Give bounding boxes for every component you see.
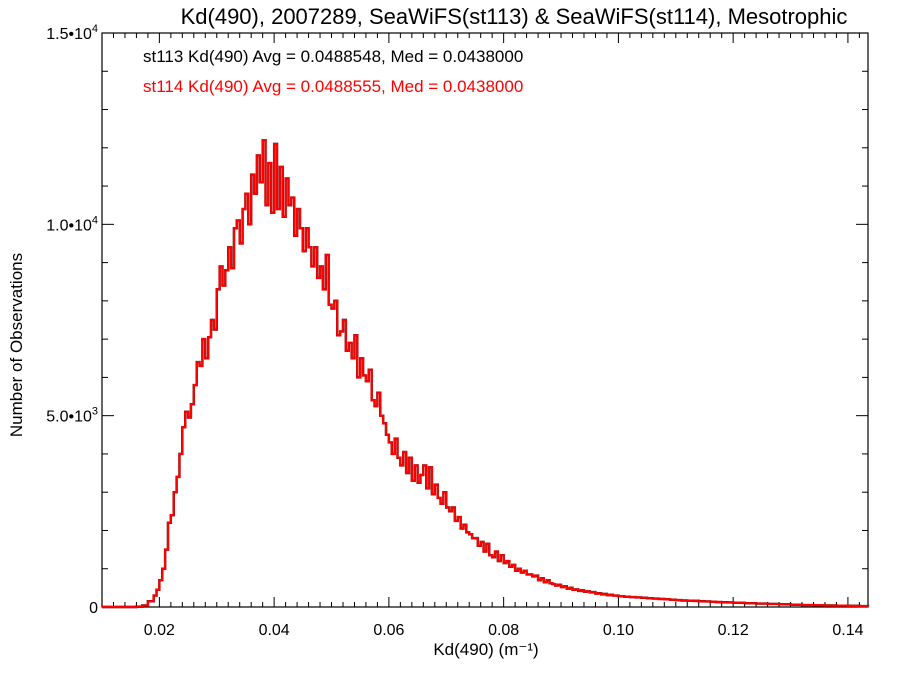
- x-tick-label: 0.04: [259, 622, 290, 639]
- x-tick-label: 0.14: [832, 622, 863, 639]
- x-tick-label: 0.08: [488, 622, 519, 639]
- chart-title: Kd(490), 2007289, SeaWiFS(st113) & SeaWi…: [181, 4, 848, 29]
- y-tick-label: 0: [89, 600, 98, 617]
- series-layer: [102, 138, 870, 609]
- x-axis-label: Kd(490) (m⁻¹): [433, 640, 538, 659]
- annotation-st114: st114 Kd(490) Avg = 0.0488555, Med = 0.0…: [143, 77, 523, 96]
- x-tick-label: 0.02: [144, 622, 175, 639]
- y-tick-label: 1.5•104: [46, 23, 98, 43]
- y-tick-label: 1.0•104: [46, 214, 98, 234]
- x-tick-label: 0.12: [718, 622, 749, 639]
- tick-marks: [102, 32, 868, 608]
- y-tick-label: 5.0•103: [46, 406, 98, 426]
- x-tick-label: 0.06: [373, 622, 404, 639]
- plot-frame: [101, 32, 869, 608]
- annotation-st113: st113 Kd(490) Avg = 0.0488548, Med = 0.0…: [143, 47, 523, 66]
- series-line-st113: [102, 138, 870, 609]
- tick-labels: 0.02 0.04 0.06 0.08 0.10 0.12 0.14 0 5.0•103 1.0•…: [46, 23, 863, 639]
- series-line-st114: [102, 139, 870, 609]
- y-axis-label: Number of Observations: [7, 253, 26, 437]
- x-tick-label: 0.10: [603, 622, 634, 639]
- plot-border: [101, 32, 869, 608]
